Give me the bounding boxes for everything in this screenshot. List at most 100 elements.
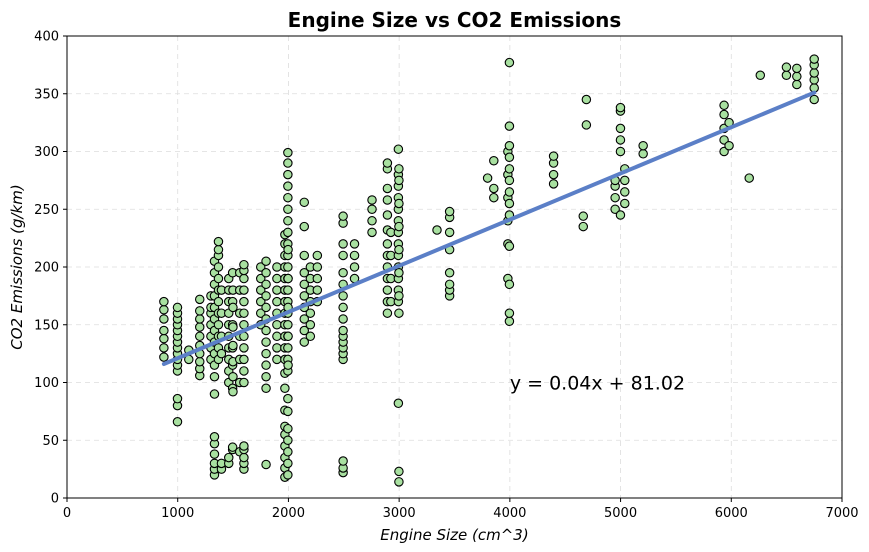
data-point bbox=[228, 340, 238, 351]
data-point bbox=[299, 291, 310, 301]
data-point bbox=[272, 262, 282, 272]
data-point bbox=[382, 210, 393, 220]
x-tick-label: 2000 bbox=[272, 506, 305, 521]
y-axis-label: CO2 Emissions (g/km) bbox=[8, 184, 26, 350]
data-point bbox=[209, 371, 220, 382]
data-point bbox=[255, 296, 266, 307]
data-point bbox=[578, 211, 589, 221]
data-point bbox=[239, 343, 249, 353]
data-point bbox=[239, 285, 249, 295]
data-point bbox=[638, 149, 648, 159]
data-point bbox=[283, 319, 293, 330]
data-point bbox=[338, 456, 348, 466]
data-point bbox=[159, 314, 169, 324]
regression-line bbox=[161, 90, 817, 366]
data-point bbox=[228, 371, 238, 382]
data-point bbox=[159, 343, 169, 353]
y-tick-label: 100 bbox=[34, 376, 59, 391]
data-point bbox=[349, 262, 360, 272]
data-point bbox=[781, 62, 792, 72]
data-point bbox=[194, 331, 205, 342]
data-point bbox=[367, 204, 377, 215]
data-point bbox=[394, 198, 404, 209]
data-point bbox=[432, 225, 442, 235]
data-point bbox=[261, 325, 271, 336]
data-point bbox=[394, 164, 404, 174]
data-point bbox=[394, 268, 404, 278]
data-point bbox=[719, 100, 729, 111]
data-point bbox=[209, 432, 220, 442]
data-point bbox=[261, 348, 271, 359]
data-point bbox=[283, 147, 293, 158]
regression-layer bbox=[161, 90, 817, 366]
data-point bbox=[809, 54, 819, 64]
y-tick-label: 200 bbox=[34, 261, 59, 276]
data-point bbox=[272, 285, 282, 295]
data-point bbox=[349, 239, 360, 249]
data-point bbox=[261, 256, 271, 266]
data-point bbox=[394, 175, 404, 186]
data-point bbox=[299, 197, 310, 208]
data-point bbox=[272, 331, 282, 342]
data-point bbox=[261, 291, 271, 301]
data-point bbox=[312, 250, 323, 261]
data-point bbox=[213, 319, 224, 330]
data-point bbox=[744, 173, 754, 183]
data-point bbox=[213, 273, 224, 284]
data-point bbox=[312, 285, 323, 295]
x-tick-label: 3000 bbox=[383, 506, 416, 521]
data-point bbox=[228, 386, 238, 397]
x-tick-label: 0 bbox=[63, 506, 71, 521]
data-point bbox=[194, 294, 205, 305]
y-tick-label: 300 bbox=[34, 145, 59, 160]
data-point bbox=[280, 383, 290, 394]
data-point bbox=[283, 181, 293, 191]
data-point bbox=[283, 435, 293, 445]
y-tick-label: 150 bbox=[34, 318, 59, 333]
data-point bbox=[261, 337, 271, 347]
data-point bbox=[638, 140, 648, 151]
data-point bbox=[504, 164, 515, 174]
data-point bbox=[349, 250, 360, 261]
x-tick-label: 4000 bbox=[493, 506, 526, 521]
data-point bbox=[213, 296, 224, 307]
y-tick-label: 0 bbox=[51, 492, 59, 507]
data-point bbox=[209, 389, 220, 399]
data-point bbox=[504, 140, 515, 151]
data-point bbox=[272, 354, 282, 365]
data-point bbox=[224, 452, 234, 463]
data-point bbox=[504, 241, 515, 251]
data-point bbox=[159, 296, 169, 307]
x-tick-label: 7000 bbox=[825, 506, 858, 521]
x-axis-label: Engine Size (cm^3) bbox=[380, 526, 528, 544]
data-point bbox=[548, 169, 559, 180]
data-point bbox=[504, 175, 515, 186]
data-point bbox=[283, 244, 293, 255]
data-point bbox=[239, 354, 249, 365]
data-point bbox=[504, 57, 515, 68]
data-point bbox=[382, 195, 393, 205]
data-point bbox=[393, 144, 404, 154]
data-point bbox=[615, 135, 626, 145]
data-point bbox=[272, 343, 282, 353]
data-point bbox=[255, 308, 266, 318]
data-point bbox=[504, 187, 515, 197]
data-point bbox=[272, 273, 282, 284]
data-point bbox=[283, 360, 293, 370]
data-point bbox=[382, 308, 393, 318]
data-point bbox=[615, 102, 626, 113]
data-point bbox=[283, 216, 293, 226]
data-point bbox=[255, 273, 266, 284]
data-point bbox=[283, 343, 293, 353]
data-point bbox=[755, 70, 766, 81]
data-point bbox=[809, 68, 819, 78]
data-point bbox=[338, 314, 348, 324]
data-point bbox=[444, 227, 455, 238]
data-point bbox=[213, 244, 224, 255]
data-point bbox=[504, 279, 515, 290]
data-point bbox=[394, 477, 404, 487]
data-point bbox=[239, 377, 249, 388]
data-point bbox=[239, 296, 249, 307]
data-point bbox=[581, 94, 592, 105]
